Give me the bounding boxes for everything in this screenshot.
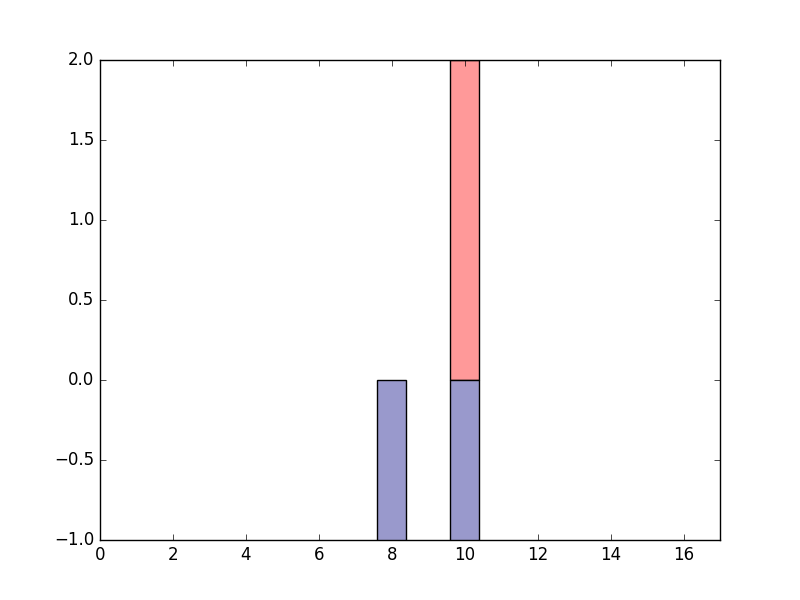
Bar <box>450 60 479 380</box>
Bar <box>450 380 479 540</box>
Bar <box>377 380 406 540</box>
